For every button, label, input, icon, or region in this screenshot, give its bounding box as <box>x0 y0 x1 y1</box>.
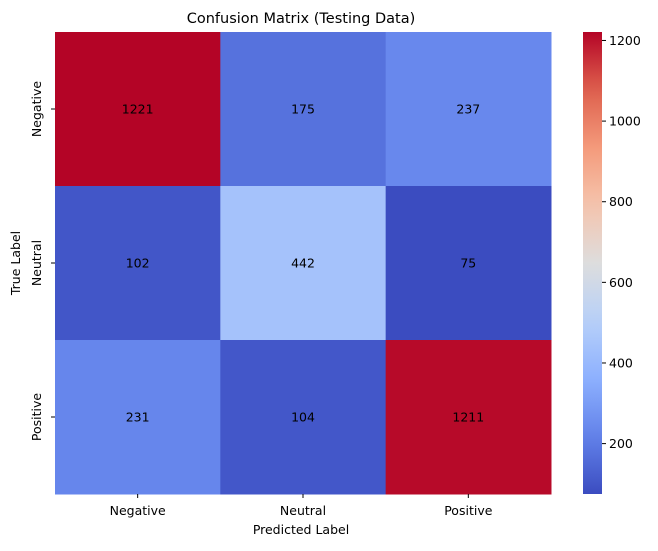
heatmap-cell <box>385 32 552 187</box>
heatmap-cell <box>220 340 387 495</box>
cell-value-label: 237 <box>456 102 480 117</box>
y-tick-label: Neutral <box>29 240 44 286</box>
heatmap-cell <box>55 32 221 187</box>
heatmap-cell <box>55 340 221 495</box>
colorbar-tick-label: 400 <box>609 355 633 370</box>
cell-value-label: 231 <box>126 410 150 425</box>
cell-value-label: 175 <box>291 102 315 117</box>
colorbar-tick-label: 800 <box>609 194 633 209</box>
x-tick-label: Negative <box>110 503 166 518</box>
chart-title: Confusion Matrix (Testing Data) <box>187 11 416 27</box>
heatmap-cell <box>220 186 387 341</box>
y-tick-label: Negative <box>29 81 44 137</box>
x-axis-label: Predicted Label <box>253 522 349 537</box>
colorbar-tick-label: 1000 <box>609 114 641 129</box>
heatmap-cell <box>220 32 387 187</box>
heatmap-cell <box>385 186 552 341</box>
colorbar-tick-label: 200 <box>609 436 633 451</box>
colorbar-tick-label: 1200 <box>609 33 641 48</box>
colorbar-tick-label: 600 <box>609 275 633 290</box>
cell-annotations: 1221 175 237 102 442 75 231 104 1211 <box>122 102 484 425</box>
x-tick-label: Neutral <box>280 503 326 518</box>
cell-value-label: 104 <box>291 410 315 425</box>
colorbar <box>583 32 602 494</box>
cell-value-label: 1211 <box>452 410 484 425</box>
y-tick-label: Positive <box>29 393 44 441</box>
y-axis-ticks: Negative Neutral Positive <box>29 81 55 441</box>
x-tick-label: Positive <box>444 503 492 518</box>
cell-value-label: 75 <box>460 256 476 271</box>
x-axis-ticks: Negative Neutral Positive <box>110 494 493 518</box>
colorbar-ticks: 200 400 600 800 1000 1200 <box>602 33 641 451</box>
y-axis-label: True Label <box>8 231 23 296</box>
heatmap-cells <box>55 32 552 495</box>
cell-value-label: 442 <box>291 256 315 271</box>
heatmap-cell <box>55 186 221 341</box>
cell-value-label: 102 <box>126 256 150 271</box>
cell-value-label: 1221 <box>122 102 154 117</box>
heatmap-cell <box>385 340 552 495</box>
